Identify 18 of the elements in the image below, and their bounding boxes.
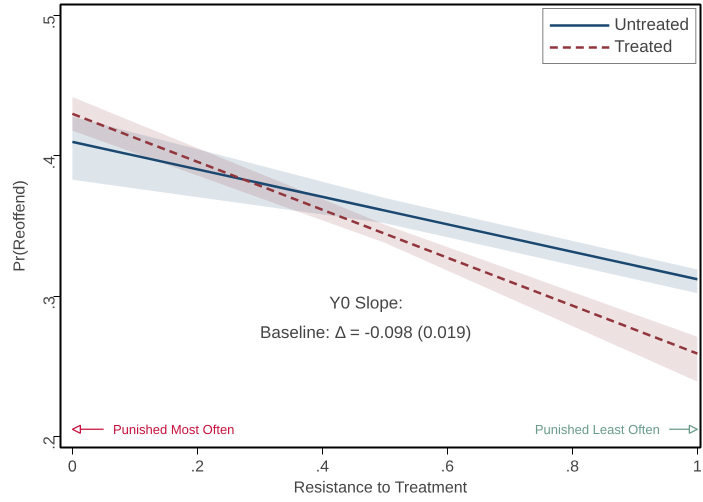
y-tick-label: .3 (42, 296, 58, 310)
x-tick-label: .2 (190, 458, 204, 476)
x-tick-label: 0 (68, 458, 77, 476)
y-tick-label: .5 (42, 16, 58, 30)
annotation: Y0 Slope: (329, 294, 403, 313)
x-tick-label: .8 (566, 458, 580, 476)
annotation: Baseline: Δ = -0.098 (0.019) (260, 323, 472, 342)
annotation: Punished Most Often (113, 422, 234, 437)
legend-label: Untreated (614, 15, 689, 35)
annotation: Punished Least Often (534, 422, 660, 437)
x-tick-label: 1 (692, 458, 702, 476)
y-tick-label: .2 (42, 436, 58, 450)
y-axis-title: Pr(Reoffend) (12, 180, 28, 272)
x-axis-title: Resistance to Treatment (294, 480, 468, 496)
x-tick-label: .6 (440, 458, 454, 476)
legend-label: Treated (614, 37, 672, 57)
y-tick-label: .4 (42, 156, 58, 170)
x-tick-label: .4 (316, 458, 330, 476)
